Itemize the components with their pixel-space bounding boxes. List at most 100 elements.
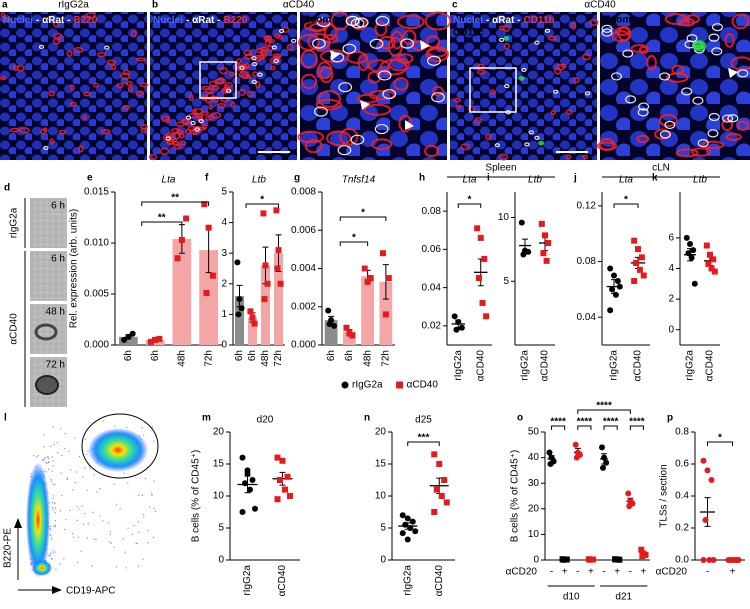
white-signal — [601, 24, 613, 33]
legend-marker — [341, 381, 349, 389]
arrowhead — [330, 50, 340, 60]
flow-event — [66, 477, 68, 479]
data-point — [385, 275, 392, 282]
white-signal — [190, 120, 196, 126]
data-point — [277, 280, 284, 287]
data-point — [404, 515, 411, 522]
data-point — [438, 493, 445, 499]
x-tick-label: - — [706, 567, 709, 578]
chart-title: Ltb — [693, 175, 707, 186]
y-tick-label: 0.04 — [577, 312, 597, 323]
red-signal — [209, 80, 217, 88]
white-signal — [194, 127, 200, 132]
flow-event — [73, 536, 75, 538]
white-signal — [601, 28, 613, 37]
red-signal — [582, 154, 588, 160]
flow-event — [127, 482, 129, 484]
data-point — [249, 314, 256, 321]
red-signal — [387, 36, 403, 57]
data-point — [590, 556, 597, 563]
x-tick-label: + — [641, 567, 647, 578]
red-signal — [402, 29, 417, 45]
flow-event — [64, 433, 66, 435]
data-point — [431, 451, 438, 458]
red-signal — [2, 17, 12, 22]
flow-event — [52, 549, 54, 552]
white-signal — [273, 58, 279, 63]
red-signal — [58, 129, 67, 135]
data-point — [690, 247, 697, 254]
data-point — [613, 556, 620, 563]
red-signal — [393, 77, 409, 91]
y-tick-label: 0.08 — [422, 206, 442, 217]
red-signal — [502, 24, 511, 32]
significance-bracket — [457, 203, 482, 208]
data-point — [152, 336, 159, 343]
panel-letter: o — [517, 413, 523, 424]
significance-label: ** — [171, 193, 179, 204]
aggregate — [35, 375, 59, 395]
red-signal — [582, 53, 591, 61]
white-signal — [727, 114, 739, 123]
stain-label: Nuclei - αRat - CD11b — [453, 15, 555, 26]
flow-event — [37, 455, 40, 457]
red-signal — [135, 90, 145, 97]
white-signal — [165, 136, 171, 141]
data-point — [631, 237, 638, 244]
white-signal — [504, 84, 510, 89]
significance-bracket — [707, 441, 733, 446]
white-signal — [610, 72, 622, 81]
white-signal — [330, 52, 345, 63]
flow-event — [81, 505, 83, 507]
time-label: 6 h — [51, 201, 65, 212]
flow-event — [65, 519, 67, 521]
y-tick-label: 0.008 — [291, 187, 316, 198]
white-signal — [345, 15, 360, 27]
flow-event — [74, 482, 77, 484]
flow-event — [115, 566, 118, 568]
flow-event — [54, 526, 56, 528]
data-point — [611, 272, 617, 279]
y-tick-label: 0 — [221, 340, 227, 351]
stain-part: Nuclei — [453, 15, 483, 26]
red-signal — [256, 54, 265, 61]
data-point — [343, 324, 350, 331]
flow-event — [95, 538, 97, 541]
data-point — [249, 477, 256, 483]
white-signal — [722, 114, 734, 123]
flow-event — [68, 450, 70, 452]
y-tick-label: 0.2 — [675, 523, 689, 534]
flow-event — [66, 478, 68, 480]
flow-event — [89, 468, 91, 470]
time-label: 48 h — [46, 307, 65, 318]
data-point — [147, 338, 154, 345]
flow-event — [137, 521, 139, 523]
flow-event — [109, 533, 111, 535]
flow-event — [49, 529, 52, 531]
white-signal — [534, 40, 540, 45]
red-signal — [339, 128, 359, 146]
data-point — [453, 326, 460, 333]
flow-event — [126, 426, 128, 429]
red-signal — [83, 91, 91, 97]
white-signal — [553, 89, 559, 94]
red-signal — [215, 77, 227, 85]
flow-event — [138, 531, 140, 534]
white-signal — [369, 38, 384, 49]
chart-title: Ltb — [252, 175, 266, 186]
data-point — [479, 299, 486, 306]
flow-event — [55, 568, 57, 570]
flow-event — [51, 470, 53, 472]
flow-event — [54, 484, 56, 486]
white-signal — [697, 139, 709, 148]
bar — [260, 265, 271, 345]
red-signal — [453, 97, 462, 103]
red-signal — [181, 118, 190, 124]
data-point — [361, 265, 368, 272]
data-point — [601, 454, 608, 461]
data-point — [572, 441, 579, 448]
flow-event — [48, 555, 51, 557]
y-tick-label: 0 — [380, 555, 386, 566]
significance-bracket — [141, 201, 210, 206]
white-signal — [659, 72, 671, 81]
